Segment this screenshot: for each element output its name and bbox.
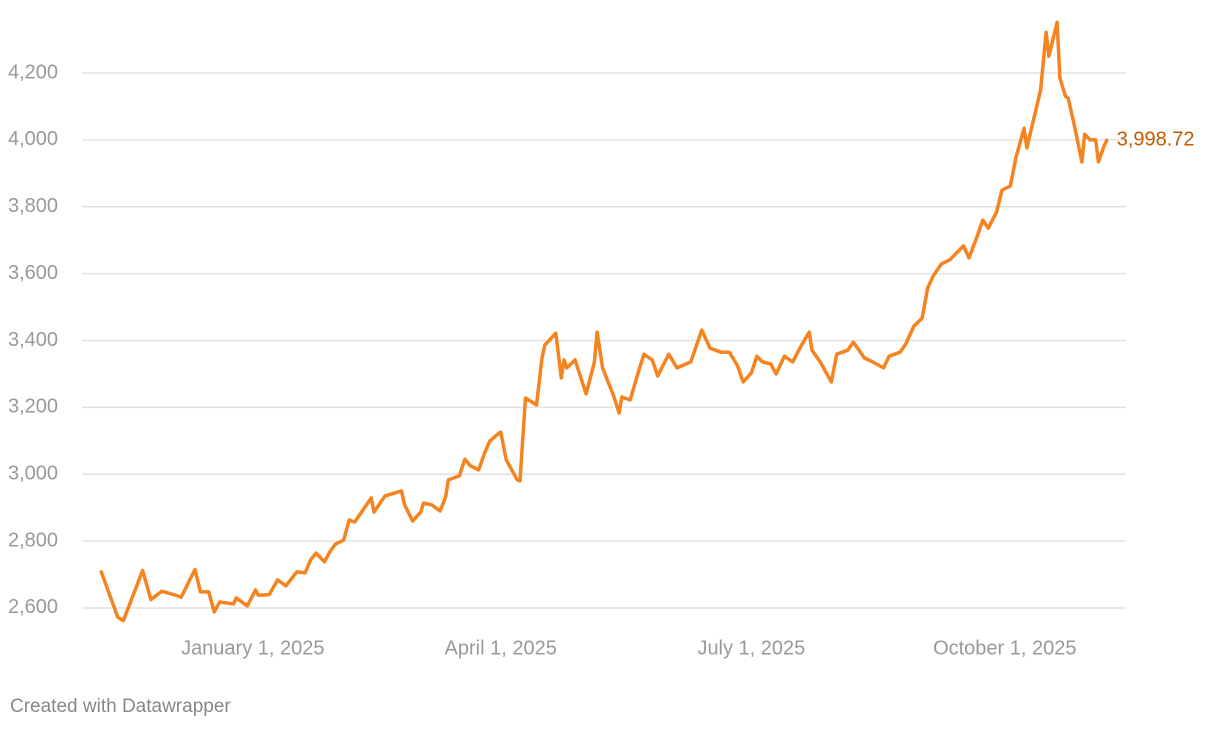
price-line xyxy=(99,20,1109,623)
y-tick-label: 4,200 xyxy=(8,61,58,83)
y-tick-label: 2,800 xyxy=(8,529,58,551)
value-label: 3,998.72 xyxy=(1117,129,1195,151)
x-tick-label: July 1, 2025 xyxy=(697,637,805,659)
y-tick-label: 2,600 xyxy=(8,596,58,618)
x-tick-label: October 1, 2025 xyxy=(933,637,1076,659)
y-tick-label: 3,000 xyxy=(8,462,58,484)
y-tick-label: 3,200 xyxy=(8,396,58,418)
y-tick-label: 4,000 xyxy=(8,128,58,150)
y-tick-label: 3,600 xyxy=(8,262,58,284)
y-tick-label: 3,800 xyxy=(8,195,58,217)
y-tick-label: 3,400 xyxy=(8,329,58,351)
x-tick-label: January 1, 2025 xyxy=(181,637,324,659)
credit: Created with Datawrapper xyxy=(10,696,231,717)
x-tick-label: April 1, 2025 xyxy=(445,637,557,659)
